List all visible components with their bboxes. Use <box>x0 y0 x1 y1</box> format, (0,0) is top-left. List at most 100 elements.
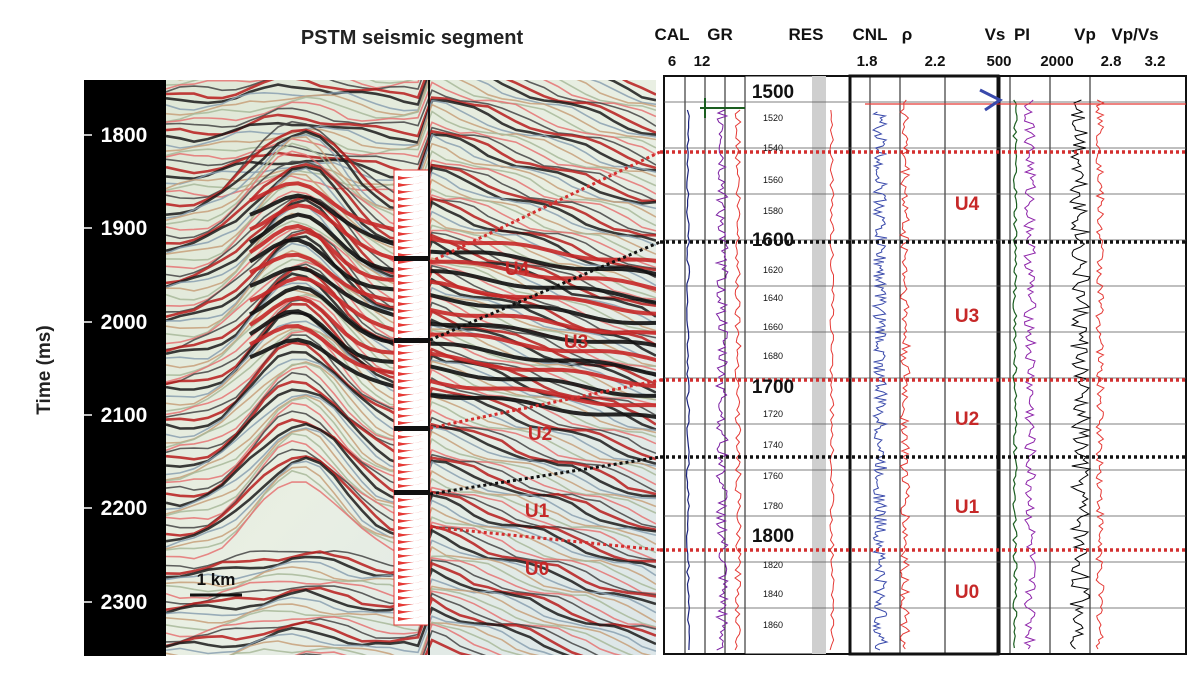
log-header-scale: 3.2 <box>1145 53 1166 70</box>
depth-minor-label: 1860 <box>763 620 783 630</box>
gr-red-curve <box>734 109 742 651</box>
synthetic-wiggle <box>398 574 424 579</box>
log-header-scale: 2.8 <box>1101 53 1122 70</box>
depth-minor-label: 1720 <box>763 409 783 419</box>
seismic-panel: PSTM seismic segment 1800 1900 2000 2100 220… <box>34 27 656 656</box>
depth-minor-label: 1580 <box>763 206 783 216</box>
synthetic-wiggle <box>398 301 424 306</box>
depth-minor-label: 1620 <box>763 265 783 275</box>
synthetic-wiggle <box>398 560 424 565</box>
vpvs-curve <box>1069 99 1092 650</box>
pi-curve <box>1023 99 1037 650</box>
synthetic-wiggle <box>398 196 424 201</box>
strong-reflector <box>249 323 656 408</box>
synthetic-wiggle <box>398 329 424 334</box>
synthetic-wiggle <box>398 567 424 572</box>
synthetic-wiggle <box>398 378 424 383</box>
synthetic-wiggle <box>398 483 424 488</box>
log-header-label: ρ <box>902 25 913 44</box>
synthetic-wiggle <box>398 476 424 481</box>
synthetic-wiggle <box>398 595 424 600</box>
synthetic-wiggle <box>398 385 424 390</box>
strong-reflector <box>249 265 656 348</box>
time-tick-label: 2200 <box>101 497 148 520</box>
reflector <box>166 110 656 187</box>
log-header-label: Vp <box>1074 25 1096 44</box>
synthetic-wiggle <box>398 497 424 502</box>
synthetic-wiggle <box>398 448 424 453</box>
synthetic-wiggle <box>398 581 424 586</box>
synthetic-wiggle <box>398 245 424 250</box>
strong-reflector <box>249 285 656 377</box>
synthetic-wiggle <box>398 210 424 215</box>
reflector <box>166 103 656 178</box>
reflector <box>166 596 584 655</box>
strong-reflector <box>249 337 656 420</box>
depth-minor-label: 1640 <box>763 293 783 303</box>
depth-major-label: 1600 <box>752 230 794 251</box>
seismic-unit-label: U0 <box>525 559 549 580</box>
res-curve <box>829 109 835 651</box>
synthetic-wiggle <box>398 553 424 558</box>
reflector <box>166 98 656 172</box>
synthetic-wiggle <box>398 588 424 593</box>
time-tick-label: 1900 <box>101 217 148 240</box>
strong-reflector <box>249 181 656 263</box>
depth-minor-label: 1740 <box>763 440 783 450</box>
reflector <box>166 80 656 135</box>
synthetic-wiggle <box>398 189 424 194</box>
log-unit-label: U2 <box>955 409 979 430</box>
scale-bar: 1 km <box>190 570 242 597</box>
log-unit-label: U3 <box>955 306 979 327</box>
log-header-scale: 6 <box>668 53 676 70</box>
log-header-scale: 1.8 <box>857 53 878 70</box>
log-header-label: CAL <box>655 25 690 44</box>
log-header-label: CNL <box>853 25 888 44</box>
log-header-scale: 500 <box>986 53 1011 70</box>
log-unit-label: U1 <box>955 497 980 518</box>
synthetic-wiggle <box>398 350 424 355</box>
seismic-unit-label: U2 <box>528 424 552 445</box>
synthetic-wiggle <box>398 273 424 278</box>
depth-minor-label: 1560 <box>763 175 783 185</box>
reflector <box>229 621 524 655</box>
log-grid <box>664 75 1186 655</box>
synthetic-wiggle <box>398 287 424 292</box>
log-unit-boundaries <box>660 150 1186 552</box>
depth-minor-label: 1780 <box>763 501 783 511</box>
time-tick-label: 2000 <box>101 311 148 334</box>
synthetic-wiggle <box>398 371 424 376</box>
log-frame-inner <box>848 74 1000 656</box>
time-axis-bar <box>84 80 166 656</box>
seismic-unit-labels: U4 U3 U2 U1 U0 <box>505 259 588 580</box>
log-header-label: Vs <box>985 25 1006 44</box>
log-header-label: PI <box>1014 25 1030 44</box>
synthetic-wiggle <box>398 308 424 313</box>
synthetic-wiggle <box>398 455 424 460</box>
synthetic-wiggle <box>398 357 424 362</box>
log-frame <box>663 75 1187 655</box>
seismic-unit-label: U3 <box>564 332 588 353</box>
strong-reflector <box>249 203 656 291</box>
reflector <box>166 121 656 195</box>
seismic-unit-label: U1 <box>525 501 550 522</box>
log-depth-track: 1500 1600 1700 1800 1520 1540 1560 1580 1620 1640… <box>752 82 794 630</box>
synthetic-wiggle <box>398 259 424 264</box>
depth-minor-label: 1680 <box>763 351 783 361</box>
rho-curve <box>899 99 912 650</box>
log-unit-label: U0 <box>955 582 979 603</box>
cnl-curve <box>871 111 889 651</box>
depth-minor-label: 1540 <box>763 143 783 153</box>
synthetic-wiggle <box>398 294 424 299</box>
synthetic-wiggle <box>398 175 424 180</box>
synthetic-wiggle <box>398 280 424 285</box>
strong-reflector <box>248 237 656 326</box>
cal-curve <box>685 109 691 651</box>
reflector <box>166 615 555 655</box>
synthetic-wiggle <box>398 511 424 516</box>
synthetic-wiggle <box>398 441 424 446</box>
synthetic-wiggle <box>398 406 424 411</box>
strong-reflector <box>248 212 656 305</box>
synthetic-wiggle <box>398 343 424 348</box>
synthetic-wiggle <box>398 602 424 607</box>
